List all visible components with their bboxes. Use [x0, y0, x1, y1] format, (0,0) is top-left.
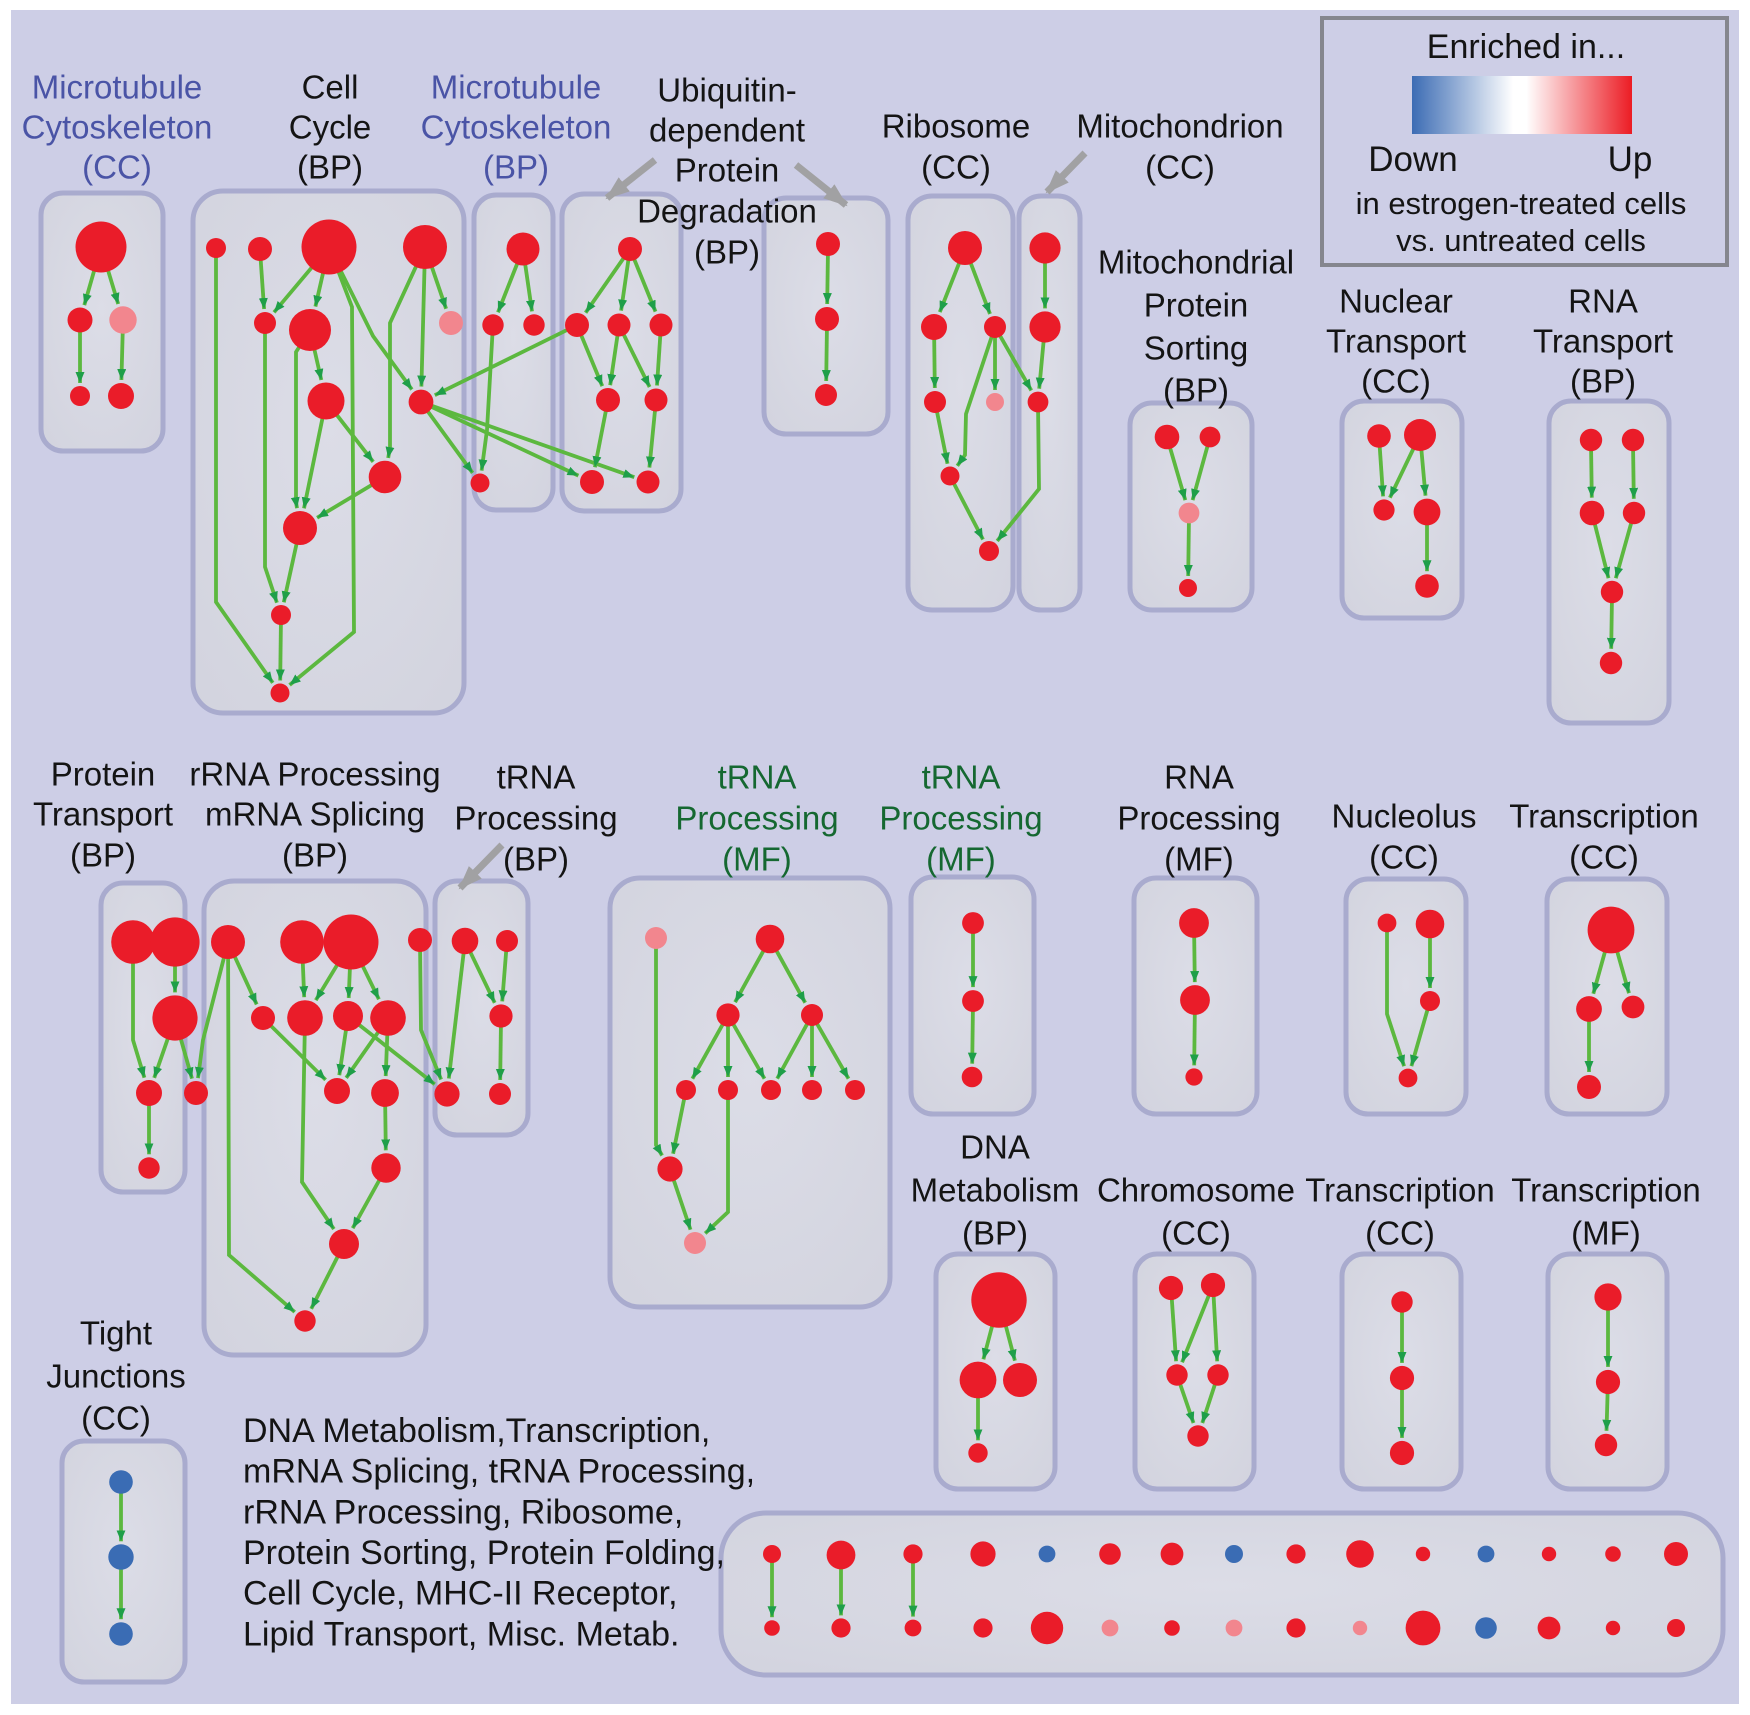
svg-text:(CC): (CC) [1365, 1215, 1435, 1252]
svg-text:(BP): (BP) [297, 149, 363, 186]
svg-text:Down: Down [1368, 140, 1457, 179]
svg-text:(BP): (BP) [1163, 372, 1229, 409]
svg-text:(CC): (CC) [81, 1400, 151, 1437]
svg-text:Processing: Processing [675, 800, 838, 837]
svg-text:Lipid Transport, Misc. Metab.: Lipid Transport, Misc. Metab. [243, 1615, 680, 1653]
svg-text:Junctions: Junctions [46, 1358, 185, 1395]
svg-text:tRNA: tRNA [497, 759, 576, 796]
svg-text:Mitochondrion: Mitochondrion [1076, 108, 1283, 145]
svg-text:Protein: Protein [675, 152, 780, 189]
svg-text:(MF): (MF) [1164, 841, 1234, 878]
svg-text:Cell: Cell [302, 69, 359, 106]
svg-text:dependent: dependent [649, 112, 805, 149]
svg-text:Protein Sorting, Protein Foldi: Protein Sorting, Protein Folding, [243, 1534, 725, 1572]
svg-text:Ribosome: Ribosome [882, 108, 1031, 145]
svg-text:Degradation: Degradation [637, 193, 817, 230]
svg-text:(CC): (CC) [1145, 149, 1215, 186]
svg-text:Processing: Processing [1117, 800, 1280, 837]
svg-text:(BP): (BP) [503, 841, 569, 878]
svg-text:Ubiquitin-: Ubiquitin- [657, 72, 796, 109]
svg-text:Processing: Processing [879, 800, 1042, 837]
svg-text:vs. untreated cells: vs. untreated cells [1396, 223, 1646, 258]
svg-text:(MF): (MF) [1571, 1215, 1641, 1252]
svg-text:(BP): (BP) [70, 837, 136, 874]
svg-text:Cycle: Cycle [289, 109, 372, 146]
svg-text:Enriched in...: Enriched in... [1427, 28, 1625, 66]
svg-text:(CC): (CC) [1569, 839, 1639, 876]
svg-text:(BP): (BP) [962, 1215, 1028, 1252]
svg-text:Chromosome: Chromosome [1097, 1172, 1295, 1209]
svg-text:rRNA Processing: rRNA Processing [189, 756, 440, 793]
svg-text:rRNA Processing, Ribosome,: rRNA Processing, Ribosome, [243, 1493, 683, 1531]
svg-text:(CC): (CC) [921, 149, 991, 186]
svg-text:Metabolism: Metabolism [911, 1172, 1080, 1209]
svg-text:Protein: Protein [1144, 287, 1249, 324]
svg-text:RNA: RNA [1568, 283, 1638, 320]
svg-text:tRNA: tRNA [922, 759, 1001, 796]
svg-text:Nucleolus: Nucleolus [1332, 798, 1477, 835]
svg-text:(BP): (BP) [694, 234, 760, 271]
svg-text:(BP): (BP) [483, 149, 549, 186]
svg-text:(MF): (MF) [722, 841, 792, 878]
svg-text:Sorting: Sorting [1144, 330, 1249, 367]
svg-text:Microtubule: Microtubule [431, 69, 602, 106]
svg-text:tRNA: tRNA [718, 759, 797, 796]
svg-text:Cytoskeleton: Cytoskeleton [421, 109, 612, 146]
svg-text:Processing: Processing [454, 800, 617, 837]
svg-text:Cell Cycle, MHC-II Receptor,: Cell Cycle, MHC-II Receptor, [243, 1575, 678, 1613]
svg-text:(CC): (CC) [82, 149, 152, 186]
svg-text:Transport: Transport [33, 796, 173, 833]
svg-text:Transcription: Transcription [1509, 798, 1699, 835]
svg-text:Transport: Transport [1326, 323, 1466, 360]
svg-text:(MF): (MF) [926, 841, 996, 878]
svg-text:DNA: DNA [960, 1129, 1030, 1166]
svg-text:Microtubule: Microtubule [32, 69, 203, 106]
svg-text:Nuclear: Nuclear [1339, 283, 1453, 320]
svg-text:(BP): (BP) [1570, 363, 1636, 400]
svg-text:Up: Up [1608, 140, 1653, 179]
svg-text:Mitochondrial: Mitochondrial [1098, 244, 1294, 281]
svg-text:Transport: Transport [1533, 323, 1673, 360]
svg-text:Protein: Protein [51, 756, 156, 793]
svg-text:Transcription: Transcription [1305, 1172, 1495, 1209]
svg-text:(CC): (CC) [1361, 363, 1431, 400]
svg-text:mRNA Splicing: mRNA Splicing [205, 796, 425, 833]
svg-text:(BP): (BP) [282, 837, 348, 874]
svg-text:Cytoskeleton: Cytoskeleton [22, 109, 213, 146]
svg-text:Transcription: Transcription [1511, 1172, 1701, 1209]
svg-text:RNA: RNA [1164, 759, 1234, 796]
svg-text:DNA Metabolism,Transcription,: DNA Metabolism,Transcription, [243, 1412, 710, 1450]
svg-text:in estrogen-treated cells: in estrogen-treated cells [1356, 186, 1687, 221]
svg-text:mRNA Splicing, tRNA Processing: mRNA Splicing, tRNA Processing, [243, 1453, 755, 1491]
svg-text:(CC): (CC) [1369, 839, 1439, 876]
svg-text:(CC): (CC) [1161, 1215, 1231, 1252]
svg-text:Tight: Tight [80, 1315, 152, 1352]
